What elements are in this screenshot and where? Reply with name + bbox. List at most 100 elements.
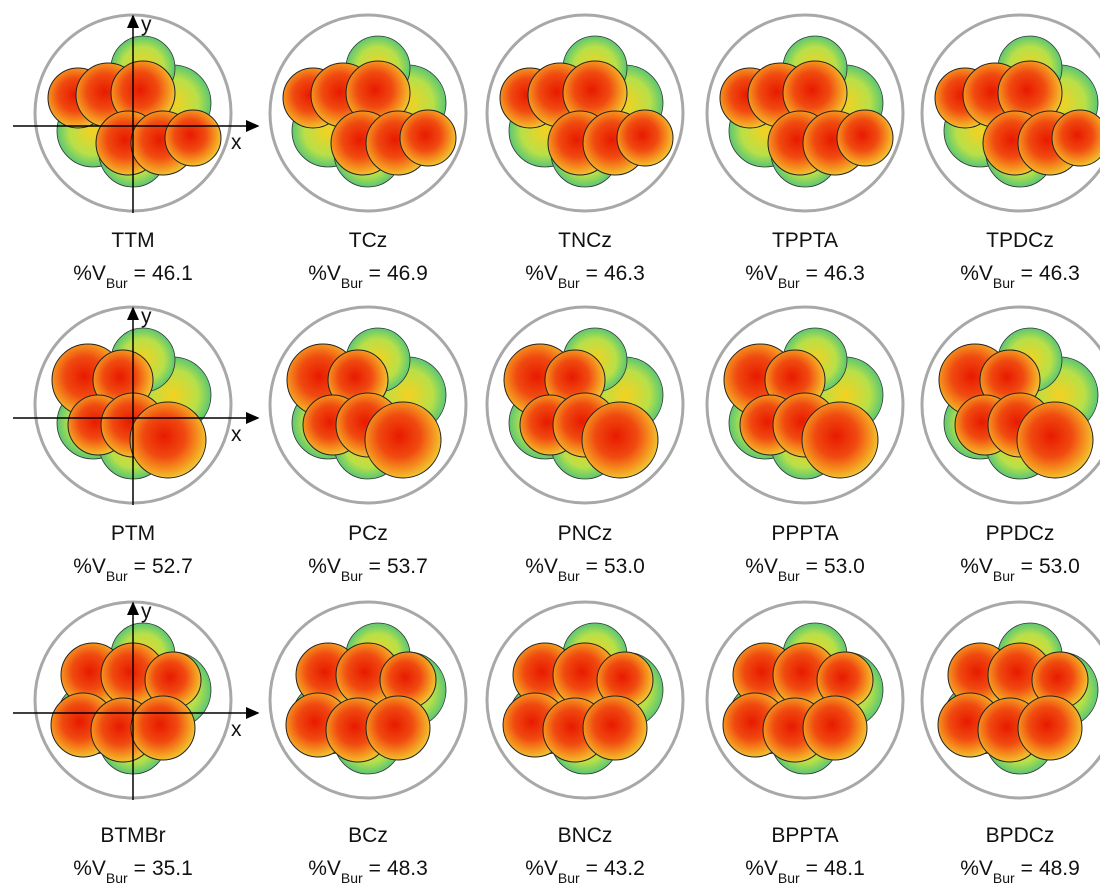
value: 35.1 xyxy=(152,857,193,880)
label-sep: = xyxy=(586,262,598,285)
compound-name: TCz xyxy=(349,229,388,252)
compound-name: BCz xyxy=(348,824,388,847)
x-axis-label: x xyxy=(231,131,242,154)
steric-map xyxy=(487,602,683,798)
steric-map xyxy=(922,307,1100,503)
label-sub: Bur xyxy=(106,275,128,291)
label-sub: Bur xyxy=(106,568,128,584)
value: 53.0 xyxy=(604,555,645,578)
buried-volume: %VBur = 46.3 xyxy=(525,262,645,291)
y-axis-label: y xyxy=(141,305,152,328)
compound-name: TNCz xyxy=(558,229,612,252)
x-axis-label: x xyxy=(231,423,242,446)
y-axis-label: y xyxy=(141,13,152,36)
buried-volume: %VBur = 53.0 xyxy=(525,555,645,584)
contour-blob xyxy=(583,696,647,760)
contour-blob xyxy=(366,696,430,760)
steric-map xyxy=(270,307,466,503)
contour-blob xyxy=(130,402,206,478)
page: xyTTM%VBur=46.1TCz%VBur=46.9TNCz%VBur=46… xyxy=(0,0,1100,891)
label-sub: Bur xyxy=(106,870,128,886)
buried-volume: %VBur = 48.1 xyxy=(745,857,865,886)
label-sub: Bur xyxy=(341,870,363,886)
value: 53.0 xyxy=(1039,555,1080,578)
compound-name: PPPTA xyxy=(771,522,838,545)
label-sep: = xyxy=(806,262,818,285)
buried-volume: %VBur=53.0 xyxy=(960,555,1080,584)
steric-map xyxy=(270,602,466,798)
compound-name: BPPTA xyxy=(771,824,838,847)
buried-volume: %VBur = 48.9 xyxy=(960,857,1080,886)
label-sep: = xyxy=(369,555,381,578)
figure: xyTTM%VBur=46.1TCz%VBur=46.9TNCz%VBur=46… xyxy=(0,0,1100,886)
label-main: %V xyxy=(960,857,993,880)
value: 53.0 xyxy=(824,555,865,578)
label-main: %V xyxy=(525,555,558,578)
value: 46.3 xyxy=(1039,262,1080,285)
label-sub: Bur xyxy=(558,275,580,291)
buried-volume: %VBur = 43.2 xyxy=(525,857,645,886)
label-sub: Bur xyxy=(778,870,800,886)
label-main: %V xyxy=(73,555,106,578)
value: 48.9 xyxy=(1039,857,1080,880)
value: 48.1 xyxy=(824,857,865,880)
label-sub: Bur xyxy=(558,568,580,584)
value: 53.7 xyxy=(387,555,428,578)
buried-volume: %VBur=46.3 xyxy=(745,262,865,291)
value: 46.1 xyxy=(152,262,193,285)
label-sub: Bur xyxy=(993,568,1015,584)
label-main: %V xyxy=(525,857,558,880)
steric-map xyxy=(922,602,1100,798)
steric-map xyxy=(922,15,1100,211)
label-main: %V xyxy=(960,262,993,285)
steric-map xyxy=(487,307,683,503)
label-sub: Bur xyxy=(993,275,1015,291)
steric-map xyxy=(487,15,683,211)
compound-name: PNCz xyxy=(558,522,613,545)
label-sep: = xyxy=(806,857,818,880)
value: 48.3 xyxy=(387,857,428,880)
compound-name: TTM xyxy=(111,229,154,252)
label-sub: Bur xyxy=(341,275,363,291)
label-sub: Bur xyxy=(778,568,800,584)
value: 46.3 xyxy=(824,262,865,285)
contour-blob xyxy=(365,402,441,478)
label-sep: = xyxy=(134,262,146,285)
contour-blob xyxy=(165,110,221,166)
label-sep: = xyxy=(586,555,598,578)
buried-volume: %VBur=46.1 xyxy=(73,262,193,291)
label-main: %V xyxy=(745,857,778,880)
buried-volume: %VBur=53.7 xyxy=(308,555,428,584)
contour-blob xyxy=(400,110,456,166)
label-sub: Bur xyxy=(778,275,800,291)
steric-map xyxy=(707,602,903,798)
contour-blob xyxy=(1018,696,1082,760)
label-sub: Bur xyxy=(993,870,1015,886)
contour-blob xyxy=(617,110,673,166)
compound-name: PCz xyxy=(348,522,388,545)
buried-volume: %VBur=46.9 xyxy=(308,262,428,291)
buried-volume: %VBur=48.3 xyxy=(308,857,428,886)
label-sep: = xyxy=(586,857,598,880)
steric-map xyxy=(707,307,903,503)
compound-name: PTM xyxy=(111,522,155,545)
steric-map xyxy=(707,15,903,211)
label-sub: Bur xyxy=(558,870,580,886)
contour-blob xyxy=(582,402,658,478)
buried-volume: %VBur=52.7 xyxy=(73,555,193,584)
value: 46.3 xyxy=(604,262,645,285)
label-sep: = xyxy=(1021,262,1033,285)
contour-blob xyxy=(802,402,878,478)
compound-name: PPDCz xyxy=(986,522,1055,545)
compound-name: TPDCz xyxy=(986,229,1054,252)
label-sep: = xyxy=(369,857,381,880)
label-main: %V xyxy=(525,262,558,285)
contour-blob xyxy=(1017,402,1093,478)
label-sep: = xyxy=(1021,857,1033,880)
label-main: %V xyxy=(308,262,341,285)
label-main: %V xyxy=(308,555,341,578)
value: 43.2 xyxy=(604,857,645,880)
x-axis-label: x xyxy=(231,718,242,741)
contour-blob xyxy=(803,696,867,760)
compound-name: BTMBr xyxy=(100,824,165,847)
